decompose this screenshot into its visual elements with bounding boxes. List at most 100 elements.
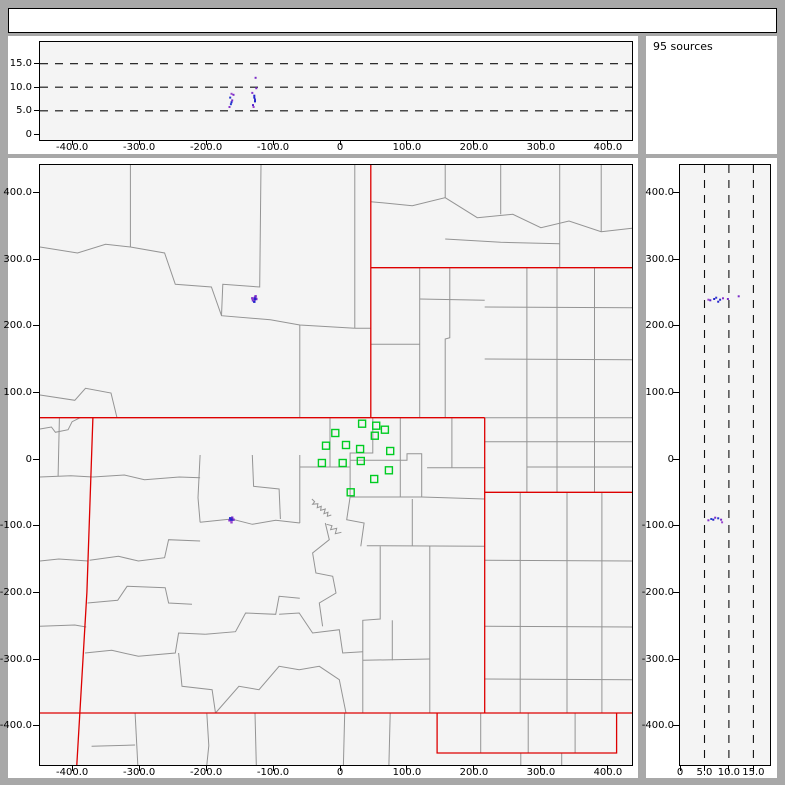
boundary-line <box>362 546 381 713</box>
lightning-source-dot <box>251 297 254 300</box>
lightning-source-dot <box>254 76 257 79</box>
lma-station-square <box>346 488 355 497</box>
lightning-source-dot <box>230 101 233 104</box>
lma-station-square <box>355 444 365 454</box>
ns-altitude-plot[interactable] <box>679 164 771 766</box>
tick-label: 200.0 <box>459 142 489 153</box>
boundary-line <box>362 658 430 661</box>
tick-mark <box>473 765 475 771</box>
lightning-source-dot <box>255 87 258 90</box>
tick-mark <box>679 765 681 771</box>
tick-mark <box>34 86 40 88</box>
tick-mark <box>34 63 40 65</box>
boundary-line <box>484 358 632 361</box>
lightning-source-dot <box>232 518 235 521</box>
plan-view-canvas <box>40 165 632 765</box>
tick-label: 0 <box>25 453 32 465</box>
tick-mark <box>406 140 408 145</box>
tick-label: 400.0 <box>593 767 623 778</box>
tick-mark <box>272 765 274 771</box>
lightning-source-dot <box>232 93 235 96</box>
lightning-source-dot <box>715 296 718 299</box>
tick-label: 100.0 <box>392 767 422 778</box>
boundary-line <box>130 246 355 329</box>
lightning-source-dot <box>717 517 720 520</box>
tick-label: -100.0 <box>0 520 32 532</box>
tick-label: -300.0 <box>122 767 156 778</box>
boundary-line <box>445 238 560 245</box>
tick-label: 10.0 <box>9 81 32 93</box>
altitude-gridlines-layer <box>703 165 754 765</box>
ew-altitude-plot[interactable] <box>39 41 633 141</box>
boundary-line <box>40 387 118 418</box>
lma-station-square <box>317 458 327 468</box>
boundary-line <box>484 559 632 562</box>
lightning-source-dot <box>253 94 256 97</box>
boundary-line <box>254 712 257 765</box>
boundary-line <box>370 197 632 233</box>
boundary-line <box>346 496 365 547</box>
tick-label: 5.0 <box>16 105 32 117</box>
boundary-line <box>134 712 139 765</box>
lightning-source-dot <box>726 298 729 300</box>
tick-mark <box>673 325 680 327</box>
tick-label: 200.0 <box>459 767 489 778</box>
lightning-source-dot <box>230 518 233 521</box>
tick-mark <box>34 133 40 135</box>
tick-label: 100.0 <box>645 386 674 398</box>
tick-mark <box>607 140 609 145</box>
tick-mark <box>540 140 542 145</box>
lma-station-square <box>357 419 367 428</box>
boundary-line <box>40 243 131 254</box>
tick-label: 300.0 <box>645 253 674 265</box>
tick-mark <box>138 765 140 771</box>
tick-label: 0 <box>676 767 684 778</box>
stations-layer <box>317 419 395 497</box>
tick-label: -400.0 <box>56 767 89 778</box>
boundary-line <box>484 678 632 681</box>
tick-label: -300.0 <box>0 653 32 665</box>
lightning-source-dot <box>722 297 724 300</box>
tick-mark <box>205 140 207 145</box>
tick-label: 5.0 <box>696 767 713 778</box>
lightning-source-dot <box>713 298 716 300</box>
plan-view-map-plot[interactable] <box>39 164 633 766</box>
tick-mark <box>673 191 680 193</box>
tick-mark <box>33 458 40 460</box>
boundary-line <box>206 712 210 765</box>
boundary-line <box>484 625 632 628</box>
tick-label: -200.0 <box>0 586 32 598</box>
tick-mark <box>34 110 40 112</box>
lightning-source-dot <box>252 104 254 107</box>
tick-mark <box>703 765 705 771</box>
boundary-line <box>349 417 374 461</box>
lightning-source-dot <box>254 98 256 101</box>
lightning-source-dot <box>709 299 712 302</box>
tick-label: 400.0 <box>645 186 674 198</box>
boundary-line <box>200 518 300 525</box>
tick-mark <box>71 765 73 771</box>
lightning-source-dot <box>710 518 713 520</box>
tick-mark <box>272 140 274 145</box>
tick-mark <box>673 458 680 460</box>
boundary-line <box>178 652 216 714</box>
tick-mark <box>406 765 408 771</box>
boundary-line <box>444 267 451 418</box>
lma-station-square <box>372 421 381 430</box>
tick-mark <box>540 765 542 771</box>
tick-label: 0 <box>336 767 344 778</box>
tick-mark <box>33 658 40 660</box>
lma-station-square <box>386 446 395 456</box>
lightning-source-dot <box>228 106 231 108</box>
lightning-source-dot <box>720 518 723 521</box>
boundary-line <box>92 474 201 481</box>
sources-count-label: 95 sources <box>653 40 713 53</box>
boundary-line <box>342 712 346 765</box>
lightning-source-dot <box>717 300 720 303</box>
county-lines-layer <box>40 165 632 765</box>
lightning-source-dot <box>231 99 234 102</box>
lightning-source-dot <box>719 298 722 301</box>
boundary-line <box>366 545 485 547</box>
tick-label: 300.0 <box>526 767 556 778</box>
